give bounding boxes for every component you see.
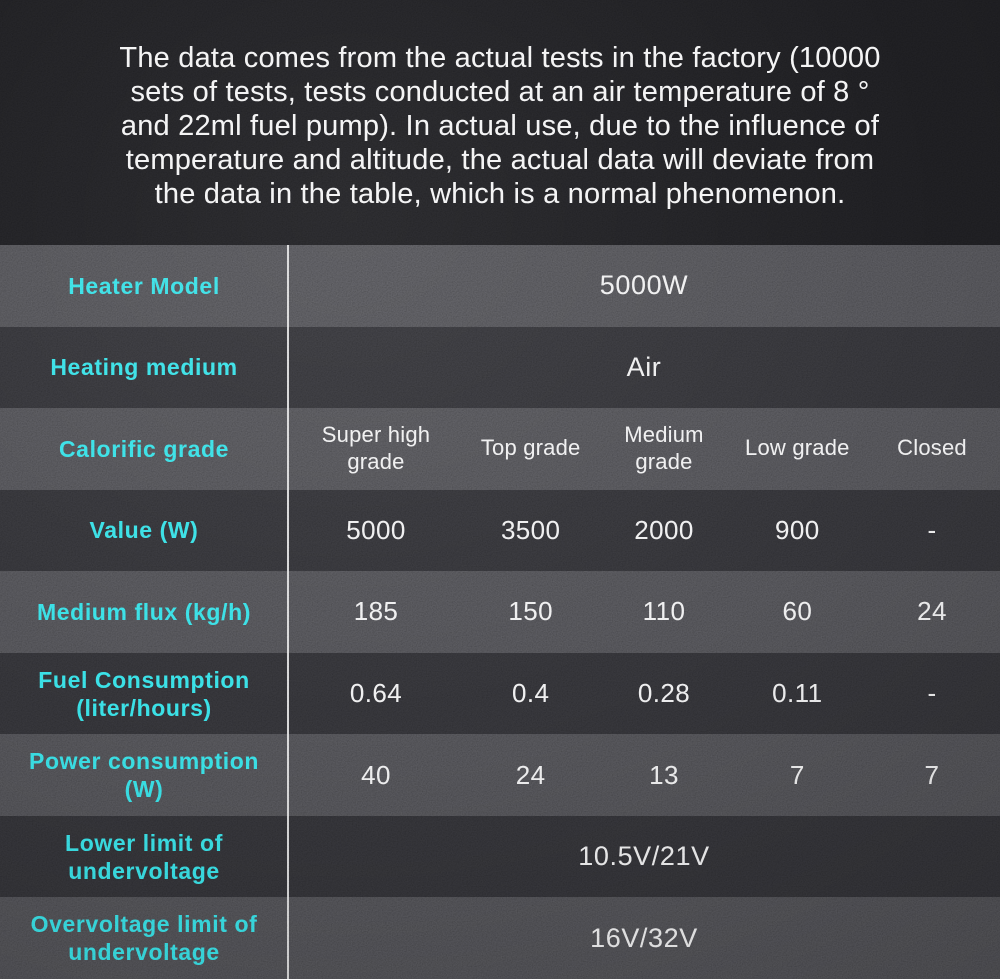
grade-header-medium: Medium grade bbox=[624, 422, 704, 474]
grade-header-low: Low grade bbox=[745, 435, 850, 461]
row-label-heating-medium: Heating medium bbox=[50, 354, 238, 381]
row-lower-limit-undervoltage: Lower limit of undervoltage 10.5V/21V bbox=[0, 815, 1000, 898]
power-closed: 7 bbox=[924, 759, 940, 790]
row-fuel-consumption: Fuel Consumption (liter/hours) 0.64 0.4 … bbox=[0, 652, 1000, 735]
value-w-low: 900 bbox=[775, 514, 820, 545]
fuel-medium: 0.28 bbox=[637, 678, 691, 709]
value-w-cells: 5000 3500 2000 900 - bbox=[288, 490, 1000, 572]
grade-header-super-high: Super high grade bbox=[321, 422, 431, 474]
row-value-w: Value (W) 5000 3500 2000 900 - bbox=[0, 489, 1000, 572]
fuel-low: 0.11 bbox=[772, 678, 823, 709]
fuel-top: 0.4 bbox=[511, 678, 550, 709]
medium-flux-cells: 185 150 110 60 24 bbox=[288, 571, 1000, 653]
power-consumption-cells: 40 24 13 7 7 bbox=[288, 734, 1000, 816]
row-heater-model: Heater Model 5000W bbox=[0, 245, 1000, 327]
value-w-closed: - bbox=[927, 514, 937, 545]
row-label-medium-flux: Medium flux (kg/h) bbox=[37, 598, 251, 625]
value-w-medium: 2000 bbox=[634, 514, 694, 545]
value-lower-limit: 10.5V/21V bbox=[578, 841, 710, 872]
fuel-closed: - bbox=[927, 678, 937, 709]
row-label-power-consumption: Power consumption (W) bbox=[29, 748, 259, 803]
row-calorific-grade: Calorific grade Super high grade Top gra… bbox=[0, 408, 1000, 490]
column-divider-line bbox=[287, 245, 289, 979]
fuel-super-high: 0.64 bbox=[349, 678, 403, 709]
value-heating-medium: Air bbox=[626, 351, 662, 382]
row-overvoltage-limit: Overvoltage limit of undervoltage 16V/32… bbox=[0, 897, 1000, 979]
grade-header-top: Top grade bbox=[480, 435, 581, 461]
row-heating-medium: Heating medium Air bbox=[0, 326, 1000, 409]
row-label-calorific-grade: Calorific grade bbox=[58, 435, 230, 462]
row-label-value-w: Value (W) bbox=[89, 517, 199, 544]
row-label-fuel-consumption: Fuel Consumption (liter/hours) bbox=[38, 666, 250, 721]
power-medium: 13 bbox=[649, 759, 679, 790]
row-label-heater-model: Heater Model bbox=[68, 272, 220, 299]
power-top: 24 bbox=[515, 759, 546, 790]
value-heater-model: 5000W bbox=[599, 270, 689, 301]
medium-flux-top: 150 bbox=[508, 596, 553, 627]
row-label-overvoltage-limit: Overvoltage limit of undervoltage bbox=[30, 911, 258, 966]
row-medium-flux: Medium flux (kg/h) 185 150 110 60 24 bbox=[0, 571, 1000, 653]
row-label-lower-limit: Lower limit of undervoltage bbox=[65, 829, 223, 884]
fuel-consumption-cells: 0.64 0.4 0.28 0.11 - bbox=[288, 653, 1000, 735]
grade-header-closed: Closed bbox=[897, 435, 967, 461]
medium-flux-closed: 24 bbox=[917, 596, 947, 627]
row-power-consumption: Power consumption (W) 40 24 13 7 7 bbox=[0, 734, 1000, 816]
power-super-high: 40 bbox=[361, 759, 391, 790]
medium-flux-medium: 110 bbox=[642, 596, 686, 627]
spec-table: Heater Model 5000W Heating medium Air Ca… bbox=[0, 245, 1000, 979]
value-overvoltage-limit: 16V/32V bbox=[590, 922, 698, 953]
power-low: 7 bbox=[789, 759, 805, 790]
disclaimer-note: The data comes from the actual tests in … bbox=[119, 42, 881, 210]
value-w-top: 3500 bbox=[500, 514, 561, 545]
medium-flux-super-high: 185 bbox=[353, 596, 399, 627]
medium-flux-low: 60 bbox=[782, 596, 813, 627]
grade-header-cells: Super high grade Top grade Medium grade … bbox=[288, 408, 1000, 490]
value-w-super-high: 5000 bbox=[346, 514, 406, 545]
